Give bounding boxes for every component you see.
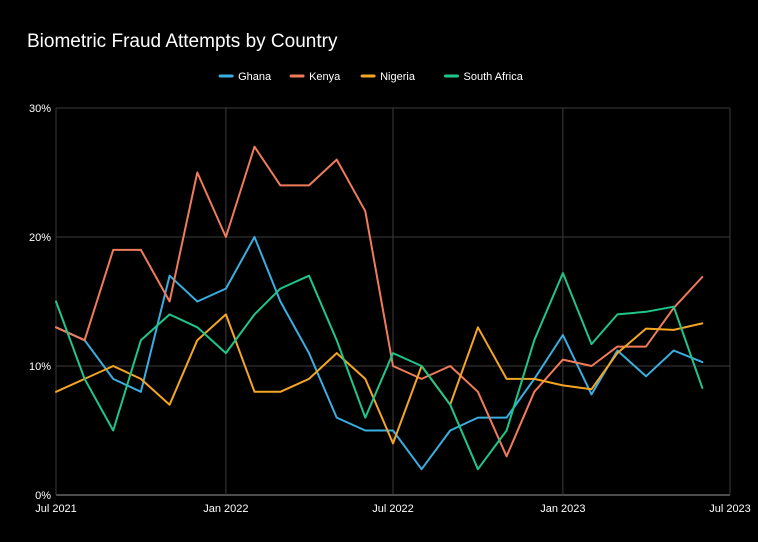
x-tick-label: Jan 2023	[540, 503, 585, 515]
x-tick-label: Jul 2021	[35, 503, 77, 515]
y-tick-label: 10%	[29, 361, 51, 373]
legend-label: Kenya	[309, 71, 341, 83]
series-line-ghana	[55, 236, 704, 471]
y-axis: 0% 10% 20% 30%	[29, 103, 51, 502]
series-line-kenya	[55, 145, 704, 458]
y-tick-label: 0%	[35, 490, 51, 502]
legend-item-kenya[interactable]: Kenya	[289, 71, 341, 83]
y-tick-label: 30%	[29, 103, 51, 115]
grid	[55, 107, 731, 496]
legend-label: South Africa	[464, 71, 524, 83]
legend: Ghana Kenya Nigeria South Africa	[218, 71, 524, 83]
legend-label: Nigeria	[380, 71, 416, 83]
x-tick-label: Jul 2022	[372, 503, 414, 515]
legend-item-nigeria[interactable]: Nigeria	[360, 71, 416, 83]
series-lines	[55, 145, 704, 471]
legend-item-ghana[interactable]: Ghana	[218, 71, 272, 83]
chart-title: Biometric Fraud Attempts by Country	[27, 31, 338, 52]
x-tick-label: Jul 2023	[709, 503, 751, 515]
series-line-south-africa	[55, 272, 704, 471]
x-axis: Jul 2021 Jan 2022 Jul 2022 Jan 2023 Jul 2023	[35, 503, 751, 515]
legend-item-south-africa[interactable]: South Africa	[444, 71, 524, 83]
x-tick-label: Jan 2022	[203, 503, 248, 515]
y-tick-label: 20%	[29, 232, 51, 244]
series-line-nigeria	[55, 313, 704, 445]
legend-label: Ghana	[238, 71, 272, 83]
